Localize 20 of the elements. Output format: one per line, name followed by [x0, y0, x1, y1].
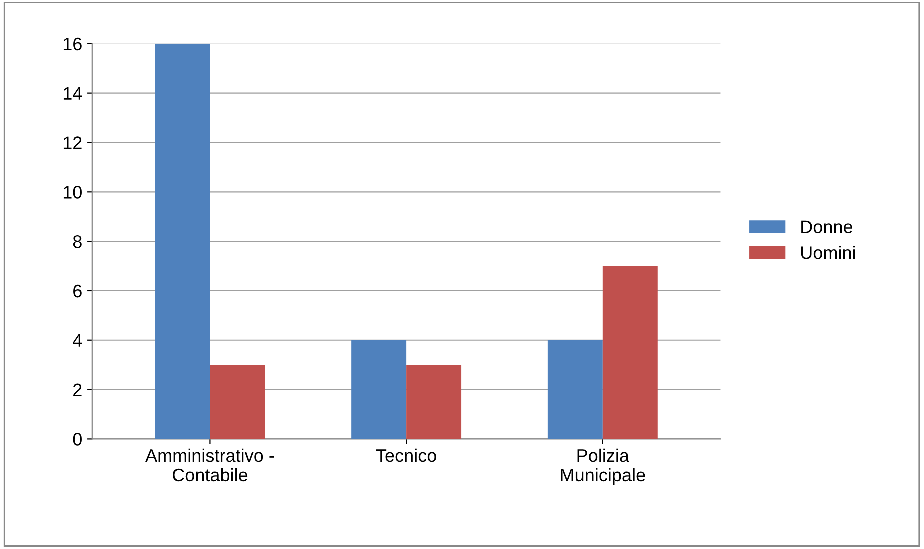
legend-label: Uomini	[801, 246, 856, 260]
y-tick-label: 4	[73, 334, 82, 347]
y-tick-label: 8	[73, 235, 82, 248]
y-tick-label: 6	[74, 284, 82, 298]
bar	[210, 365, 266, 440]
y-tick-label: 12	[64, 136, 82, 150]
bar	[548, 340, 603, 440]
x-tick-label: Tecnico	[376, 448, 436, 462]
y-tick-label: 14	[64, 87, 82, 100]
y-tick-label: 10	[64, 186, 82, 199]
y-tick-label: 0	[73, 433, 82, 446]
bar	[352, 340, 407, 440]
bar	[406, 365, 462, 440]
y-tick-label: 16	[64, 38, 82, 51]
bar	[602, 266, 658, 440]
y-tick-label: 2	[74, 384, 82, 396]
bar	[155, 44, 210, 440]
x-tick-label: Polizia Municipale	[561, 448, 646, 486]
x-tick-label: Amministrativo - Contabile	[146, 448, 274, 482]
legend-label: Donne	[802, 220, 852, 234]
